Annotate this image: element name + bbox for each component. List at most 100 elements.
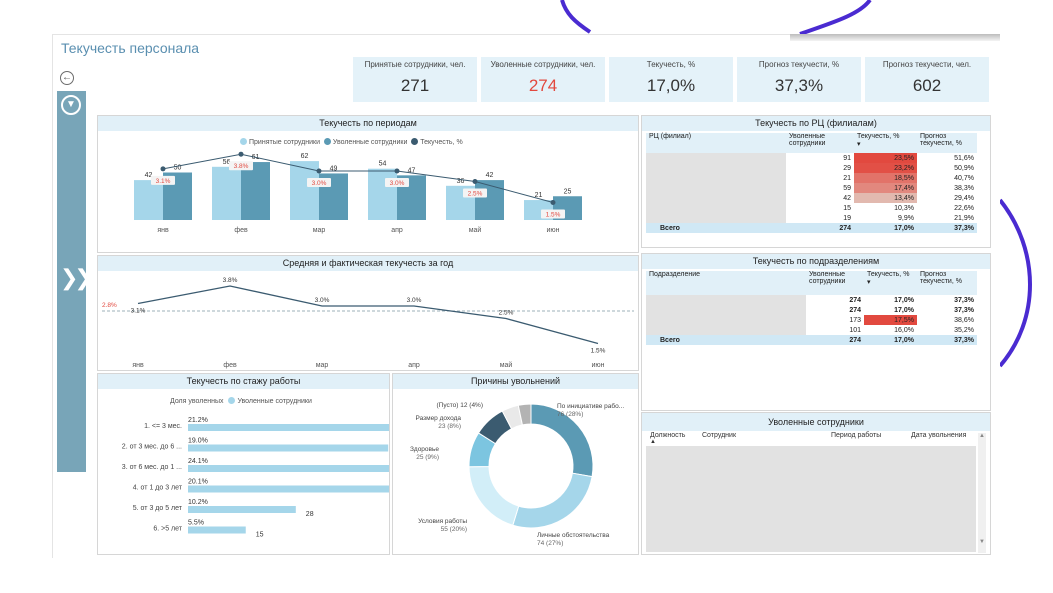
table-row[interactable]: 29 23,2% 50,9% [646,163,977,173]
slice-label: Здоровье [410,446,439,453]
column-header[interactable]: Подразделение [646,271,806,295]
employees-table-body [646,446,976,552]
turnover-label-bg [463,188,487,198]
table-cell-fired: 173 [849,316,861,324]
back-arrow-icon[interactable]: ← [60,71,74,85]
legend-item[interactable]: Текучесть, % [411,138,463,146]
column-header[interactable]: Сотрудник [702,432,737,439]
bar-fired-tenure [188,424,389,431]
table-cell-rate: 17,5% [864,315,917,325]
slice-value-label: 23 (8%) [438,423,461,430]
chart-legend: Принятые сотрудники Уволенные сотрудники… [240,138,463,146]
kpi-value: 17,0% [646,76,696,95]
column-header[interactable]: Должность [650,432,686,439]
turnover-label-bg [385,178,409,187]
employees-table-panel[interactable]: Уволенные сотрудники Должность Сотрудник… [641,412,991,555]
column-header[interactable]: Прогноз текучести, % [917,133,977,153]
table-cell-fired: 29 [843,164,851,172]
turnover-point [238,151,244,157]
table-cell-rate: 23,2% [854,163,917,173]
legend-prefix: Доля уволенных [170,398,224,405]
share-label: 5.5% [188,520,204,527]
panel-title: Текучесть по РЦ (филиалам) [642,116,990,131]
share-label: 20.1% [188,479,208,486]
kpi-label: Принятые сотрудники, чел. [364,60,466,69]
turnover-label: 3.1% [156,178,171,185]
donut-slice [517,403,532,426]
table-row[interactable]: 91 23,5% 51,6% [646,153,977,163]
legend-item[interactable]: Принятые сотрудники [240,138,320,146]
legend-item[interactable]: Уволенные сотрудники [323,138,407,146]
bar-fired [241,162,270,220]
slice-label: Размер дохода [415,415,461,422]
column-header[interactable]: Уволенные сотрудники [806,271,864,295]
dept-table-panel[interactable]: Текучесть по подразделениям Подразделени… [641,253,991,411]
column-header[interactable]: Текучесть, % ▾ [854,133,917,153]
table-cell-fired: 42 [843,194,851,202]
panel-title: Причины увольнений [393,374,638,389]
y-tick-label: 5. от 3 до 5 лет [133,505,183,512]
table-cell-rate: 17,0% [894,306,914,314]
table-cell-fired: 274 [849,306,861,314]
double-chevron-right-icon[interactable]: ❯❯ [60,266,93,291]
bar-value-label: 56 [223,159,231,166]
turnover-point [316,168,322,174]
x-tick-label: июн [591,362,604,369]
table-row[interactable]: 19 9,9% 21,9% [646,213,977,223]
point-label: 3.0% [315,297,330,304]
table-cell-fired: 21 [843,174,851,182]
bar-fired [475,180,504,220]
column-header[interactable]: Прогноз текучести, % [917,271,977,295]
kpi-value: 602 [912,76,942,95]
kpi-card-fired: Уволенные сотрудники, чел. 274 [481,57,605,102]
x-tick-label: май [500,361,513,369]
turnover-label: 1.5% [546,212,561,219]
table-cell-rate: 23,5% [854,153,917,163]
bar-hired [212,166,241,220]
panel-title: Текучесть по подразделениям [642,254,990,269]
turnover-label: 3.0% [390,180,405,187]
bar-hired [368,168,397,220]
table-row[interactable]: 274 17,0% 37,3% [646,305,977,315]
table-row[interactable]: 59 17,4% 38,3% [646,183,977,193]
scrollbar[interactable]: ▲ ▼ [978,433,986,553]
annual-chart-plot: 2.8% 3.1% янв 3.8% фев 3.0% мар 3.0% апр 2.5% май 1… [102,277,634,369]
bar-value-label: 36 [457,178,465,185]
table-row[interactable]: 101 16,0% 35,2% [646,325,977,335]
tenure-chart-panel[interactable]: Текучесть по стажу работы Доля уволенных… [97,373,390,555]
employees-table-header: Должность Сотрудник Период работы Дата у… [646,432,976,445]
rc-table-panel[interactable]: Текучесть по РЦ (филиалам) РЦ (филиал) У… [641,115,991,248]
slice-value-label: 55 (20%) [441,526,467,533]
table-cell-rate: 17,0% [894,296,914,304]
kpi-label: Уволенные сотрудники, чел. [490,60,596,69]
filter-icon[interactable]: ▼ [61,95,81,115]
table-row[interactable]: 42 13,4% 29,4% [646,193,977,203]
table-row[interactable]: 21 18,5% 40,7% [646,173,977,183]
x-tick-label: апр [408,362,420,369]
annual-chart-panel[interactable]: Средняя и фактическая текучесть за год 2… [97,255,639,371]
table-cell-forecast: 21,9% [954,214,974,222]
column-header[interactable]: Период работы [831,432,882,439]
kpi-card-hired: Принятые сотрудники, чел. 271 [353,57,477,102]
periods-chart-panel[interactable]: Текучесть по периодам Принятые сотрудник… [97,115,639,253]
reasons-chart-panel[interactable]: Причины увольнений По инициативе рабо...… [392,373,639,555]
column-header[interactable]: РЦ (филиал) [646,133,786,153]
periods-chart-plot: 4250янв5661фев6249мар5447апр3642май2125и… [134,151,582,234]
table-cell-name [646,193,786,203]
column-header[interactable]: Дата увольнения [911,432,967,439]
sort-up-icon[interactable]: ▲ [650,439,656,445]
table-row[interactable]: 274 17,0% 37,3% [646,295,977,305]
column-header[interactable]: Текучесть, % ▾ [864,271,917,295]
bar-fired-tenure [188,444,389,452]
point-label: 3.1% [131,308,146,315]
column-header[interactable]: Уволенные сотрудники [786,133,854,153]
legend-label: Текучесть, % [420,139,463,146]
table-row[interactable]: 173 17,5% 38,6% [646,315,977,325]
filter-pane[interactable]: ▼ ❯❯ [57,91,93,472]
table-total-row: Всего 274 17,0% 37,3% [646,223,977,233]
table-row[interactable]: 15 10,3% 22,6% [646,203,977,213]
x-tick-label: фев [223,362,237,369]
table-cell-fired: 91 [843,154,851,162]
table-cell-name [646,305,806,315]
slice-value-label: 25 (9%) [416,454,439,461]
